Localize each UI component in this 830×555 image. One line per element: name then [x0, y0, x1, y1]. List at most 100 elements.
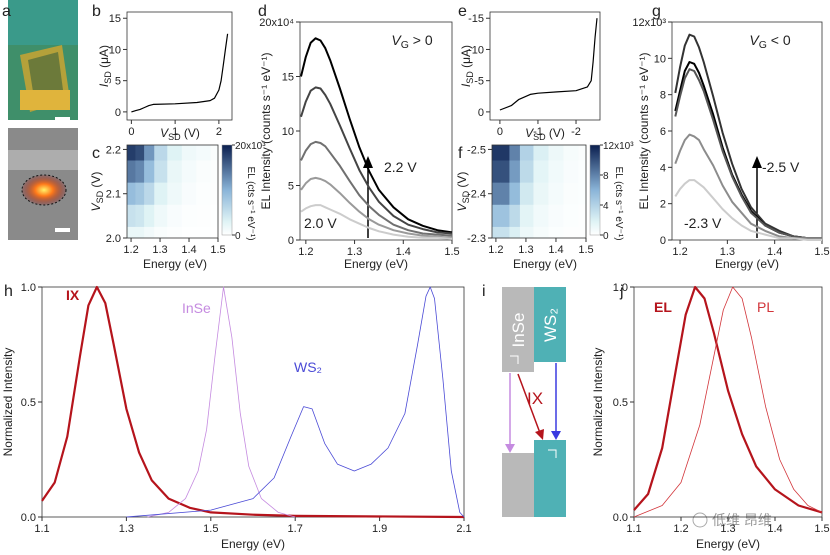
heat-cell: [500, 204, 510, 228]
el-curve: [674, 61, 822, 240]
text-part: (V): [181, 126, 200, 140]
heat-cell: [181, 204, 197, 228]
series-label: IX: [66, 287, 80, 303]
y-tick-label: 0.0: [21, 512, 36, 524]
heat-cell: [578, 160, 587, 184]
diagram-label: InSe: [509, 313, 528, 348]
plot-frame: [299, 21, 453, 241]
heat-cell: [144, 145, 155, 161]
text-part: V: [391, 32, 402, 48]
y-axis-label: Normalized Intensity: [591, 348, 605, 457]
x-tick-label: 2.1: [456, 523, 471, 535]
heat-cell: [509, 160, 521, 184]
x-axis-label: Energy (eV): [715, 257, 779, 271]
text-part: (μA): [459, 45, 473, 71]
y-axis-label: EL Intensity (counts s⁻¹ eV⁻¹): [637, 53, 651, 210]
panel-c: 0 20x10³ EL (cts s⁻¹ eV⁻¹) 1.2 1.3 1.4 1.5 2.0 2…: [89, 141, 266, 271]
y-tick-label: 5: [288, 181, 294, 193]
plot-frame: [126, 11, 233, 121]
colorbar: [589, 144, 601, 236]
x-axis-label: Energy (eV): [344, 257, 408, 271]
spectrum: [633, 285, 823, 514]
heat-cell: [181, 145, 197, 161]
annotation: 2.0 V: [304, 215, 337, 231]
heat-cell: [548, 182, 564, 206]
panel-h: 1.1 1.3 1.5 1.7 1.9 2.1 0.0 0.5 1.0 Energy (eV) No…: [1, 282, 472, 551]
text-part: SD: [168, 132, 181, 142]
x-tick-label: 1.3: [720, 246, 735, 258]
x-tick-label: 1.2: [488, 244, 503, 256]
text-part: I: [97, 83, 111, 87]
colorbar-tick-label: 8: [603, 171, 609, 182]
x-tick-label: 1.5: [814, 523, 829, 535]
x-tick-label: 1.4: [396, 246, 411, 258]
heat-cell: [154, 160, 168, 184]
x-tick-label: 1.1: [34, 523, 49, 535]
y-tick-label: 1.0: [21, 282, 36, 294]
plot-frame: [126, 144, 219, 239]
heat-cell: [519, 226, 534, 239]
x-tick-label: 1.2: [123, 244, 138, 256]
heat-cell: [578, 182, 587, 206]
heat-cell: [500, 160, 510, 184]
x-axis-label: VSD (V): [160, 126, 200, 142]
heat-cell: [167, 226, 183, 239]
heat-cell: [144, 160, 155, 184]
x-tick-label: 1.2: [298, 246, 313, 258]
heat-cell: [578, 204, 587, 228]
annotation: VG > 0: [391, 32, 432, 51]
annotation: -2.5 V: [762, 159, 800, 175]
y-tick-label: 15: [109, 13, 121, 25]
heat-cell: [167, 145, 183, 161]
el-curve: [674, 179, 822, 241]
heat-cell: [181, 160, 197, 184]
heat-cell: [509, 182, 521, 206]
x-tick-label: 1: [172, 126, 178, 138]
x-axis-label: Energy (eV): [221, 537, 285, 551]
diagram-label: WS₂: [541, 308, 560, 342]
heat-cell: [509, 145, 521, 161]
plot-frame: [491, 144, 587, 239]
x-tick-label: 1.3: [152, 244, 167, 256]
heat-cell: [144, 204, 155, 228]
x-tick-label: 1.4: [548, 244, 563, 256]
heat-cell: [127, 204, 136, 228]
heat-cell: [492, 160, 501, 184]
heat-cell: [533, 182, 549, 206]
panel-letter: j: [619, 283, 624, 300]
panel-letter: g: [652, 3, 661, 20]
colorbar-tick-label: 0: [603, 231, 609, 242]
curve: [131, 33, 229, 113]
x-tick-label: 1.1: [626, 523, 641, 535]
colorbar-tick-label: 4: [603, 201, 609, 212]
y-tick-label: 8: [660, 90, 666, 102]
y-tick-label: 0.0: [613, 512, 628, 524]
y-tick-label: 0: [288, 235, 294, 247]
heat-cell: [548, 160, 564, 184]
heat-cell: [167, 182, 183, 206]
watermark: 低维 昂维: [712, 512, 772, 528]
y-tick-label: 0.5: [21, 397, 36, 409]
y-tick-label: 4: [660, 162, 666, 174]
el-curve: [300, 176, 453, 239]
text-part: G: [401, 39, 409, 51]
colorbar: [221, 144, 233, 236]
colorbar-tick-label: 12x10³: [603, 141, 634, 152]
text-part: > 0: [409, 32, 433, 48]
heat-cell: [210, 204, 219, 228]
text-part: SD: [103, 71, 113, 84]
el-curve: [674, 33, 822, 240]
y-tick-label: 0: [115, 107, 121, 119]
heat-cell: [492, 204, 501, 228]
heat-cell: [492, 226, 501, 239]
heat-cell: [533, 145, 549, 161]
series-label: InSe: [182, 300, 211, 316]
panel-letter: c: [92, 145, 100, 162]
annotation: -2.3 V: [684, 215, 722, 231]
heat-cell: [210, 226, 219, 239]
x-tick-label: 1.3: [518, 244, 533, 256]
heat-cell: [519, 182, 534, 206]
diagram-label: IX: [527, 389, 543, 408]
